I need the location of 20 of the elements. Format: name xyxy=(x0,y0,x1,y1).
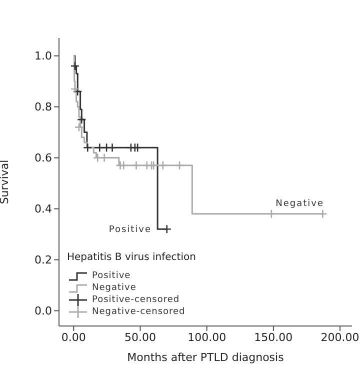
legend-label: Negative-censored xyxy=(92,306,186,318)
legend-title: Hepatitis B virus infection xyxy=(67,252,196,264)
y-tick-label: 0.2 xyxy=(34,254,52,267)
y-tick-label: 1.0 xyxy=(34,50,52,63)
y-tick-label: 0.6 xyxy=(34,152,52,165)
legend-label: Negative xyxy=(92,282,136,294)
y-tick-label: 0.0 xyxy=(34,304,52,318)
y-tick-label: 0.4 xyxy=(34,202,52,216)
y-tick-label: 0.8 xyxy=(34,100,52,114)
legend-label: Positive xyxy=(92,270,131,282)
text: Positive xyxy=(108,225,152,236)
x-tick-label: 0.00 xyxy=(61,330,86,344)
x-tick-label: 150.00 xyxy=(254,330,293,344)
x-axis-title: Months after PTLD diagnosis xyxy=(127,351,284,364)
x-tick-label: 100.00 xyxy=(188,330,226,344)
x-tick-label: 200.00 xyxy=(320,330,360,344)
x-tick-label: 50.00 xyxy=(124,330,156,344)
text: Negative xyxy=(276,198,324,209)
y-axis-title: Survival xyxy=(0,160,11,204)
legend-label: Positive-censored xyxy=(92,294,180,306)
